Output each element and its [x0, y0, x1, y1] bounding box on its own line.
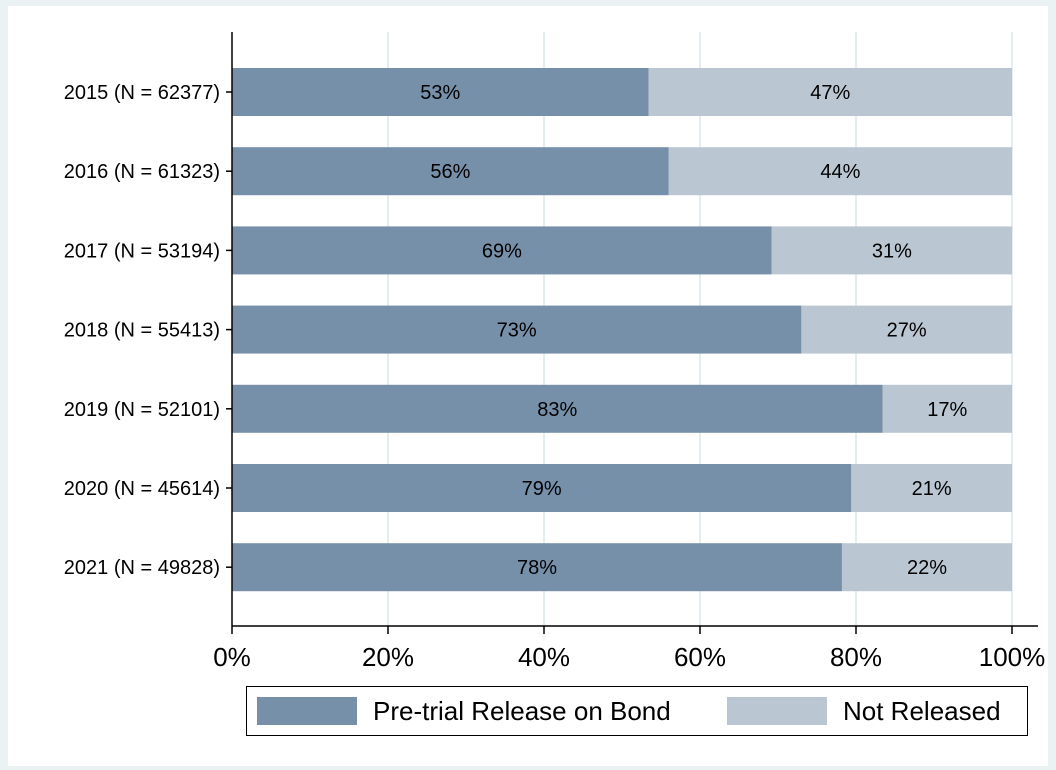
legend-item-release: Pre-trial Release on Bond [257, 695, 671, 726]
bar-value-label-release-5: 79% [522, 478, 562, 500]
bar-not-released-3 [801, 305, 1012, 354]
bar-not-released-5 [851, 464, 1012, 512]
bar-release-0 [232, 68, 649, 116]
bar-value-label-release-4: 83% [537, 399, 577, 421]
bar-release-3 [232, 305, 802, 354]
x-tick-label-4: 80% [830, 642, 882, 672]
bar-release-6 [232, 543, 842, 592]
category-label-6: 2021 (N = 49828) [64, 557, 220, 579]
bar-value-label-not-released-3: 27% [887, 320, 927, 342]
x-tick-label-5: 100% [979, 642, 1046, 672]
bar-not-released-6 [841, 543, 1012, 592]
legend-label-release: Pre-trial Release on Bond [373, 695, 671, 726]
bar-release-5 [232, 464, 852, 512]
x-tick-label-0: 0% [213, 642, 251, 672]
bar-not-released-1 [668, 147, 1012, 196]
category-label-2: 2017 (N = 53194) [64, 240, 220, 262]
legend: Pre-trial Release on Bond Not Released [246, 686, 1028, 736]
bar-not-released-0 [648, 68, 1012, 116]
x-tick-label-3: 60% [674, 642, 726, 672]
bar-value-label-release-6: 78% [517, 557, 557, 579]
bar-value-label-release-1: 56% [430, 161, 470, 183]
bar-not-released-4 [882, 384, 1012, 433]
bar-release-4 [232, 384, 883, 433]
bar-value-label-not-released-4: 17% [927, 399, 967, 421]
bar-not-released-2 [771, 226, 1012, 275]
x-tick-label-2: 40% [518, 642, 570, 672]
bar-value-label-release-2: 69% [482, 240, 522, 262]
bar-value-label-not-released-6: 22% [907, 557, 947, 579]
bar-value-label-release-3: 73% [497, 320, 537, 342]
bar-value-label-not-released-1: 44% [820, 161, 860, 183]
category-label-1: 2016 (N = 61323) [64, 161, 220, 183]
legend-item-not-released: Not Released [727, 695, 1001, 726]
category-label-0: 2015 (N = 62377) [64, 82, 220, 104]
x-tick-label-1: 20% [362, 642, 414, 672]
legend-label-not-released: Not Released [843, 695, 1001, 726]
category-label-5: 2020 (N = 45614) [64, 478, 220, 500]
bar-value-label-not-released-2: 31% [872, 240, 912, 262]
bar-release-1 [232, 147, 669, 196]
legend-swatch-release [257, 697, 357, 725]
bar-value-label-not-released-0: 47% [810, 82, 850, 104]
legend-swatch-not-released [727, 697, 827, 725]
category-label-3: 2018 (N = 55413) [64, 320, 220, 342]
category-label-4: 2019 (N = 52101) [64, 399, 220, 421]
bar-value-label-not-released-5: 21% [912, 478, 952, 500]
bar-release-2 [232, 226, 772, 275]
bar-value-label-release-0: 53% [420, 82, 460, 104]
